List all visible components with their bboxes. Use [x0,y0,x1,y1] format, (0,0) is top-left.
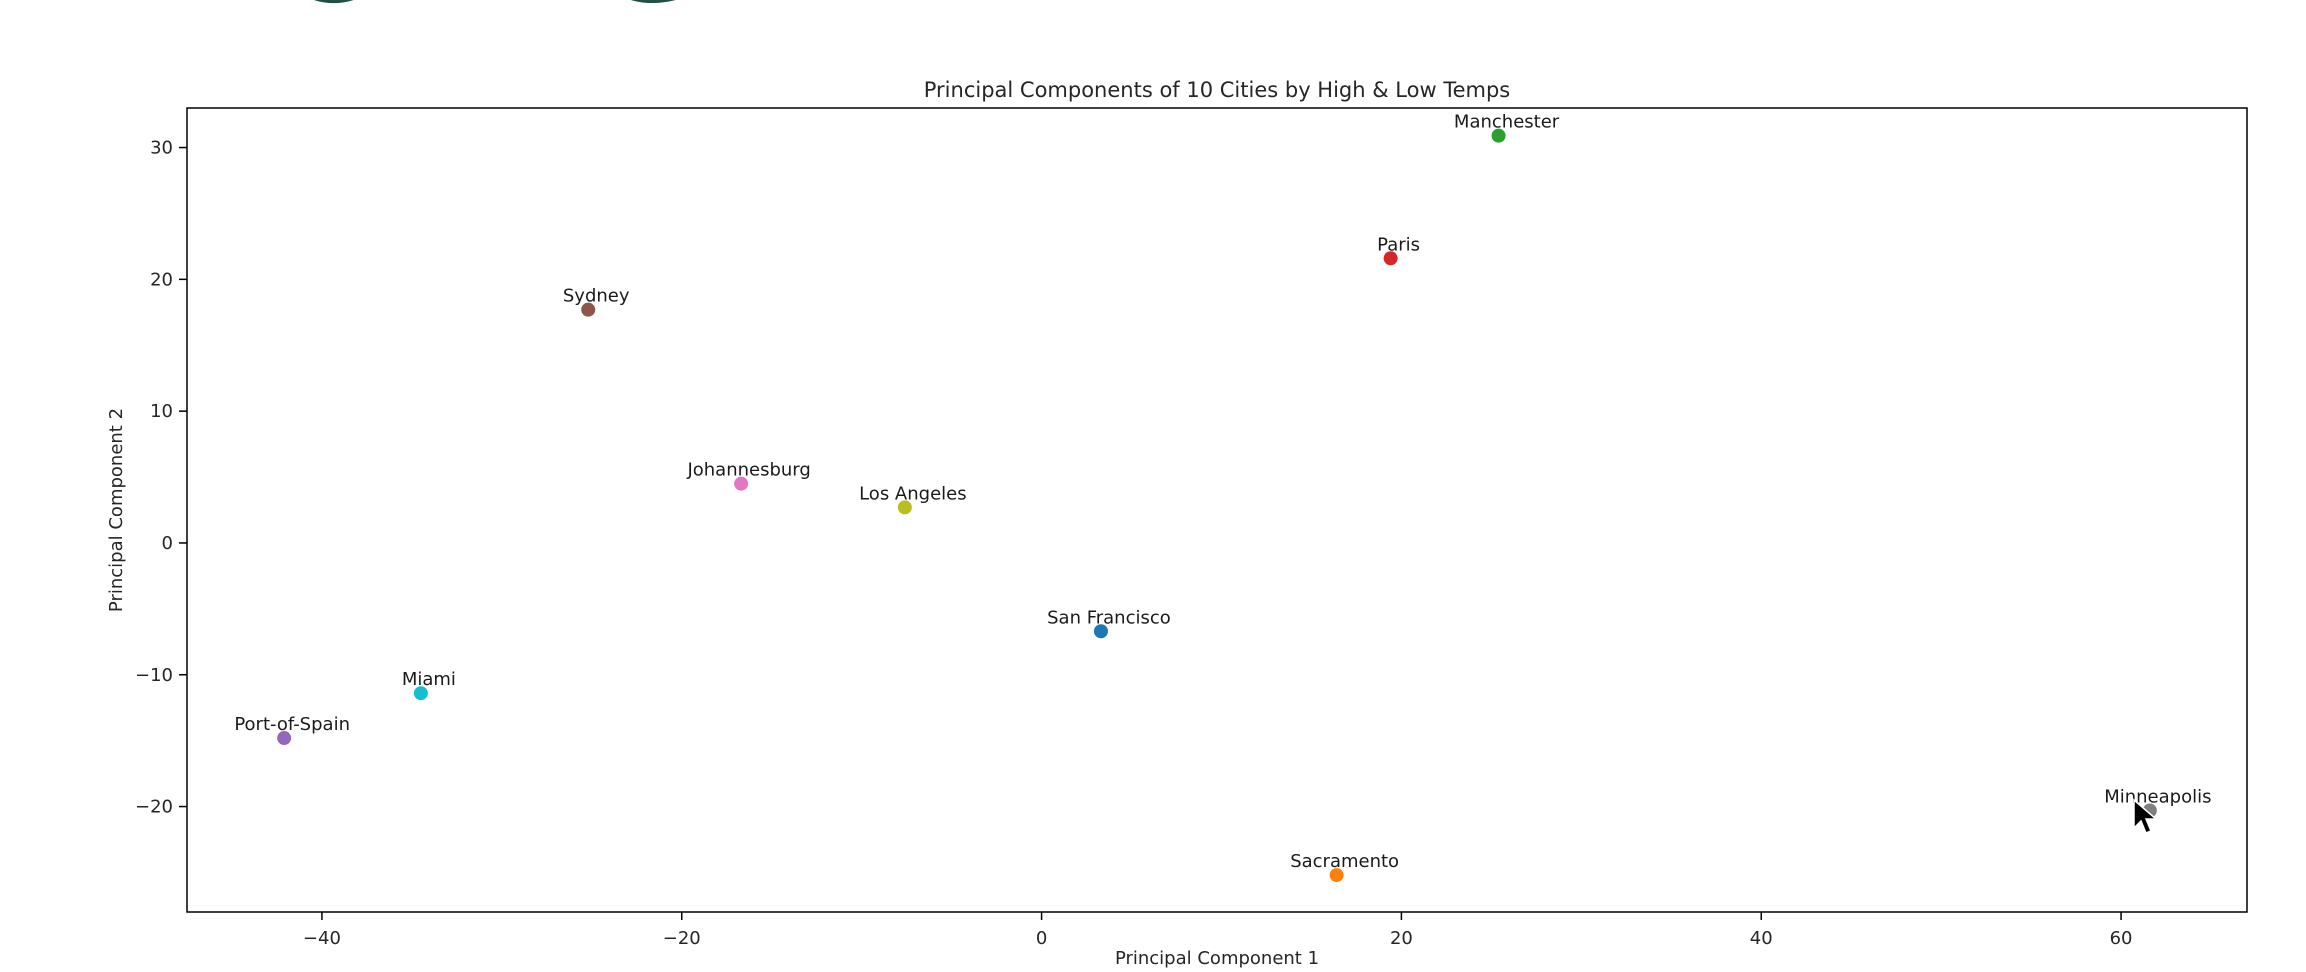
y-tick-label: 10 [150,401,173,422]
data-points [277,128,2157,883]
data-point [1093,624,1108,639]
data-point [277,731,292,746]
x-tick-label: −40 [303,928,341,949]
point-label: Minneapolis [2104,787,2211,808]
y-tick-label: −20 [135,797,173,818]
point-label: Port-of-Spain [234,714,350,735]
x-axis-label: Principal Component 1 [1115,948,1319,969]
y-tick-label: −10 [135,665,173,686]
plot-area [186,107,2248,913]
data-point [581,302,596,317]
data-point [1491,128,1506,143]
data-point [413,686,428,701]
point-labels: San Francisco Sacramento Manchester Paris Po… [234,112,2211,872]
point-label: Sydney [563,286,630,307]
y-axis-label: Principal Component 2 [106,408,127,612]
data-point [897,500,912,515]
data-point [734,476,749,491]
point-label: Paris [1377,234,1420,255]
data-point [1329,868,1344,883]
point-label: Sacramento [1290,851,1399,872]
x-axis: −40 −20 0 20 40 60 [303,912,2133,949]
x-tick-label: 0 [1036,928,1047,949]
y-axis: −20 −10 0 10 20 30 [135,138,187,818]
y-tick-label: 30 [150,138,173,159]
point-label: San Francisco [1047,607,1171,628]
point-label: Miami [402,669,456,690]
x-tick-label: 40 [1750,928,1773,949]
point-label: Los Angeles [859,483,967,504]
x-tick-label: −20 [663,928,701,949]
chart-title: Principal Components of 10 Cities by Hig… [924,78,1510,102]
x-tick-label: 60 [2110,928,2133,949]
x-tick-label: 20 [1390,928,1413,949]
data-point [1383,251,1398,266]
y-tick-label: 0 [162,533,173,554]
point-label: Johannesburg [686,460,810,481]
mouse-cursor-icon [2133,798,2159,834]
y-tick-label: 20 [150,269,173,290]
point-label: Manchester [1454,112,1560,133]
